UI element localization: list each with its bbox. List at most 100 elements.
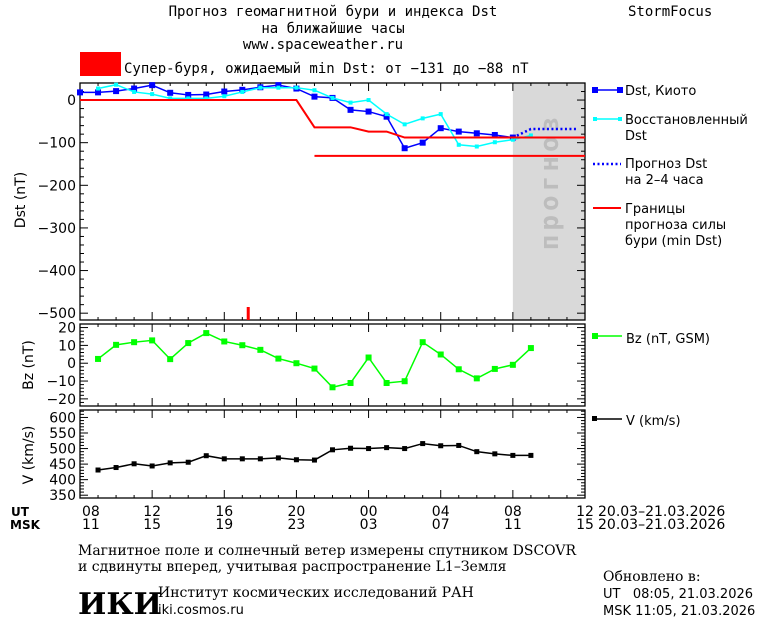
dst-data-point xyxy=(275,82,282,89)
msk-tick-label: 03 xyxy=(360,517,378,533)
ut-tick-label: 20 xyxy=(288,504,306,520)
v-data-point xyxy=(257,456,263,462)
dst-data-point xyxy=(113,88,120,95)
bz-data-point xyxy=(491,365,498,372)
legend-v: V (km/s) xyxy=(626,414,681,429)
bz-data-point xyxy=(221,338,228,345)
legend-forecast-2: на 2–4 часа xyxy=(625,173,704,188)
site-url[interactable]: www.spaceweather.ru xyxy=(243,37,403,53)
legend-bounds-1: Границы xyxy=(625,202,685,217)
dst-data-point xyxy=(276,85,281,90)
dst-y-tick-label: −500 xyxy=(38,306,76,322)
bz-data-point xyxy=(275,355,282,362)
event-marker xyxy=(246,307,250,320)
ut-tick-label: 04 xyxy=(432,504,450,520)
msk-tick-label: 07 xyxy=(432,517,450,533)
legend-bounds-3: бури (min Dst) xyxy=(625,234,722,249)
legend-v-marker xyxy=(592,416,597,421)
institute-name: Институт космических исследований РАН xyxy=(158,585,474,601)
v-data-point xyxy=(438,443,444,449)
dst-series-line-0 xyxy=(80,84,513,150)
bz-data-point xyxy=(203,330,210,337)
dst-data-point xyxy=(365,108,372,115)
legend-kyoto-marker xyxy=(592,87,598,93)
ut-dates: 20.03–21.03.2026 xyxy=(598,504,725,520)
bz-data-point xyxy=(437,351,444,358)
dst-data-point xyxy=(95,89,102,96)
v-data-point xyxy=(149,463,155,469)
updated-msk: MSK 11:05, 21.03.2026 xyxy=(603,604,755,619)
legend-bz-marker xyxy=(592,333,598,339)
dst-data-point xyxy=(131,85,138,92)
dst-data-point xyxy=(402,122,407,127)
bz-data-point xyxy=(131,339,138,346)
v-y-tick-label: 400 xyxy=(49,473,76,489)
dst-data-point xyxy=(132,89,137,94)
iki-logo: ИКИ xyxy=(78,587,162,620)
v-data-point xyxy=(203,453,209,459)
bz-data-point xyxy=(185,340,192,347)
dst-data-point xyxy=(330,95,335,100)
institute-url[interactable]: iki.cosmos.ru xyxy=(158,603,244,618)
msk-tick-label: 23 xyxy=(288,517,306,533)
dst-data-point xyxy=(383,113,390,120)
dst-data-point xyxy=(240,89,245,94)
v-data-point xyxy=(95,467,101,473)
storm-level-swatch xyxy=(80,52,121,76)
bz-y-tick-label: 10 xyxy=(58,338,76,354)
dst-data-point xyxy=(456,142,461,147)
bz-data-point xyxy=(383,380,390,387)
legend-restored-2: Dst xyxy=(625,129,647,144)
dst-data-point xyxy=(347,106,354,113)
msk-label: MSK xyxy=(10,518,41,532)
footer-note-1: Магнитное поле и солнечный ветер измерен… xyxy=(78,543,577,559)
dst-data-point xyxy=(510,137,515,142)
v-data-point xyxy=(528,452,534,458)
dst-data-point xyxy=(311,93,318,100)
legend-bounds-2: прогноза силы xyxy=(625,218,726,233)
v-series-line-0 xyxy=(97,442,531,471)
v-data-point xyxy=(330,447,335,453)
dst-data-point xyxy=(167,89,174,96)
msk-tick-label: 11 xyxy=(82,517,100,533)
brand-name: StormFocus xyxy=(628,4,712,20)
dst-y-tick-label: −200 xyxy=(38,178,76,194)
v-data-point xyxy=(185,459,191,465)
ut-label: UT xyxy=(11,505,30,519)
legend-bz: Bz (nT, GSM) xyxy=(626,332,710,347)
dst-data-point xyxy=(203,91,210,98)
dst-data-point xyxy=(221,88,228,95)
updated-label: Обновлено в: xyxy=(603,569,701,585)
bz-data-point xyxy=(149,337,156,344)
ut-tick-label: 12 xyxy=(576,504,594,520)
dst-data-point xyxy=(401,145,408,152)
dst-y-tick-label: −100 xyxy=(38,136,76,152)
v-data-point xyxy=(420,441,426,447)
dst-data-point xyxy=(186,96,191,101)
ut-tick-label: 00 xyxy=(360,504,378,520)
bz-data-point xyxy=(113,341,120,348)
msk-tick-label: 19 xyxy=(215,517,233,533)
bz-y-tick-label: 0 xyxy=(67,356,76,372)
legend: Dst, Киото Восстановленный Dst Прогноз D… xyxy=(592,84,748,429)
v-data-point xyxy=(239,456,245,462)
legend-forecast-1: Прогноз Dst xyxy=(625,157,707,172)
v-plot-frame xyxy=(79,409,586,499)
v-data-point xyxy=(366,446,372,452)
legend-restored-1: Восстановленный xyxy=(625,113,748,128)
dst-y-tick-label: −300 xyxy=(38,221,76,237)
v-data-point xyxy=(384,445,390,451)
msk-tick-label: 15 xyxy=(576,517,594,533)
dst-data-point xyxy=(222,94,227,99)
dst-data-point xyxy=(473,130,480,137)
v-data-point xyxy=(474,449,480,455)
v-data-point xyxy=(275,455,281,461)
dst-data-point xyxy=(168,96,173,101)
bz-data-point xyxy=(509,361,516,368)
bz-y-tick-label: 20 xyxy=(58,321,76,337)
title-line1: Прогноз геомагнитной бури и индекса Dst xyxy=(169,4,498,20)
dst-data-point xyxy=(312,88,317,93)
bz-axis-label: Bz (nT) xyxy=(21,340,37,390)
dst-data-point xyxy=(258,85,263,90)
